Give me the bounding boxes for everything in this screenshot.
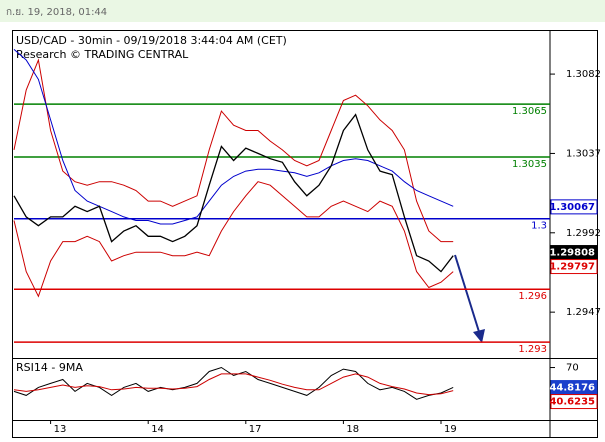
level-label: 1.296 xyxy=(518,291,547,302)
series-line xyxy=(13,373,454,396)
level-label: 1.3 xyxy=(531,221,547,232)
forecast-arrow xyxy=(454,254,481,336)
x-tick-label: 17 xyxy=(249,424,262,435)
y-tick-label: 1.3037 xyxy=(566,148,601,159)
rsi-title: RSI14 - 9MA xyxy=(16,361,83,374)
x-tick-label: 18 xyxy=(346,424,359,435)
price-marker-label: 44.8176 xyxy=(549,383,595,394)
x-tick-label: 13 xyxy=(54,424,67,435)
price-marker xyxy=(550,394,598,410)
price-marker-label: 1.29808 xyxy=(549,248,595,259)
frame xyxy=(12,30,598,438)
series-line xyxy=(13,58,454,243)
y-tick-label: 1.2992 xyxy=(566,228,601,239)
price-marker xyxy=(550,199,598,215)
series-line xyxy=(13,366,454,400)
x-tick-label: 14 xyxy=(151,424,164,435)
price-marker xyxy=(550,259,598,275)
series-line xyxy=(13,181,454,298)
price-marker-label: 1.30067 xyxy=(549,202,595,213)
top-bar xyxy=(0,0,605,22)
price-marker-label: 1.29797 xyxy=(549,262,595,273)
price-marker-label: 40.6235 xyxy=(549,397,595,408)
y-tick-label: 70 xyxy=(566,363,579,374)
level-label: 1.3065 xyxy=(512,106,547,117)
chart-subtitle: Research © TRADING CENTRAL xyxy=(16,48,189,61)
arrow-head xyxy=(473,329,485,343)
x-tick-label: 19 xyxy=(444,424,457,435)
series-line xyxy=(13,113,454,273)
datetime: ก.ย. 19, 2018, 01:44 xyxy=(6,7,107,18)
level-label: 1.3035 xyxy=(512,159,547,170)
level-label: 1.293 xyxy=(518,344,547,355)
y-tick-label: 1.3082 xyxy=(566,69,601,80)
chart-title: USD/CAD - 30min - 09/19/2018 3:44:04 AM … xyxy=(16,34,287,47)
series-line xyxy=(13,49,454,225)
y-tick-label: 1.2947 xyxy=(566,307,601,318)
